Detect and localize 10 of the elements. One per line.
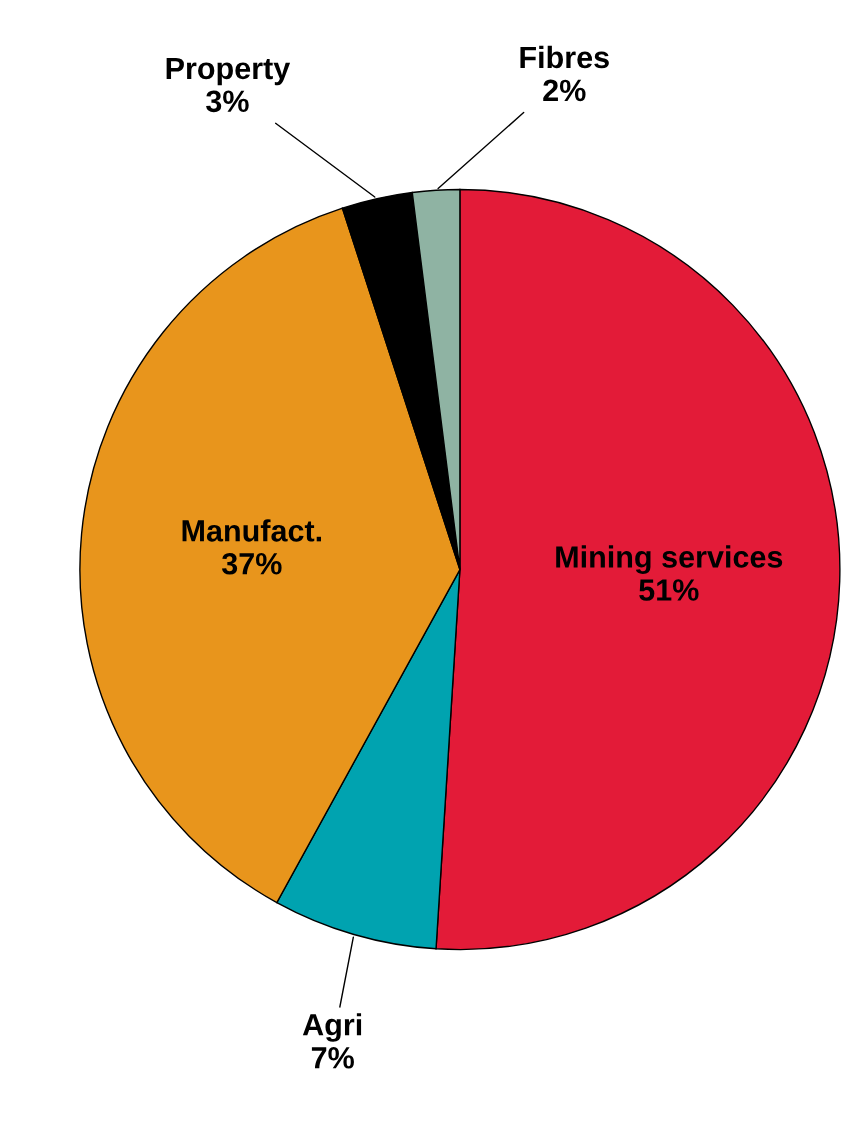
slice-label: Agri	[302, 1013, 362, 1042]
data-label: 7%	[311, 1047, 354, 1069]
data-label: 2%	[543, 79, 586, 102]
slice-label: Fibres	[520, 45, 609, 69]
slice-label: Manufact.	[182, 519, 322, 542]
slice-label: Mining services	[556, 545, 783, 574]
data-label: 37%	[221, 552, 282, 575]
slice-label: Property	[166, 57, 291, 86]
data-label: 51%	[639, 579, 699, 601]
data-label: 3%	[206, 90, 249, 113]
